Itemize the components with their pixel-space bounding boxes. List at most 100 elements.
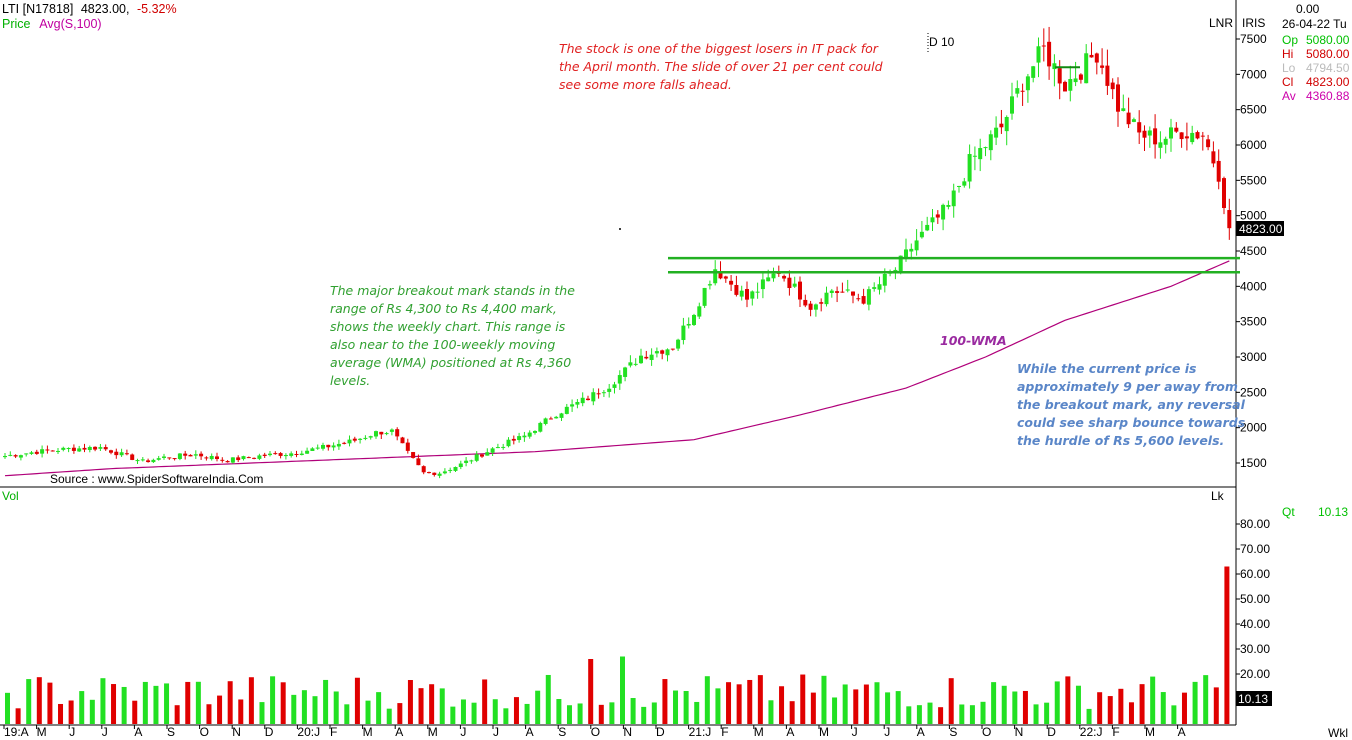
candle-body	[1200, 135, 1205, 137]
candle-body	[861, 296, 866, 304]
price-tick-label: 2000	[1240, 421, 1267, 435]
candle-body	[941, 204, 946, 220]
volume-bar	[227, 681, 233, 724]
x-axis-label: O	[200, 725, 209, 739]
candle-body	[215, 456, 219, 460]
candle-body	[1036, 46, 1041, 63]
candle-body	[723, 276, 728, 279]
volume-bar	[757, 675, 763, 724]
candle-body	[1004, 116, 1009, 132]
volume-bar	[938, 707, 944, 724]
candle-body	[246, 457, 251, 459]
candle-body	[713, 269, 718, 284]
candle-body	[1195, 132, 1200, 139]
volume-bar	[5, 692, 10, 724]
candle-body	[1047, 41, 1052, 67]
volume-bar	[1001, 685, 1007, 724]
candle-body	[1206, 139, 1211, 148]
last-price-tag: 4823.00	[1239, 222, 1283, 236]
candle-body	[294, 454, 299, 456]
candle-body	[485, 452, 490, 456]
x-axis-label: J	[102, 725, 108, 739]
x-axis-label: J	[69, 725, 75, 739]
volume-bar	[195, 681, 201, 724]
candle-body	[909, 248, 914, 252]
candle-body	[840, 291, 845, 293]
x-axis-label: A	[786, 725, 794, 739]
candle-body	[257, 455, 262, 459]
note-green-line: levels.	[330, 373, 371, 388]
x-axis-label: O	[591, 725, 600, 739]
candle-body	[1020, 90, 1025, 92]
candle-body	[1121, 108, 1126, 111]
candle-body	[739, 290, 744, 297]
last-price-tag-box	[1236, 221, 1284, 236]
candle-body	[61, 447, 66, 450]
candle-body	[437, 473, 442, 476]
volume-bar	[842, 684, 848, 724]
candle-body	[87, 446, 92, 450]
price-tick-label: 3000	[1240, 350, 1267, 364]
candle-body	[204, 457, 209, 459]
x-axis-label: 19:A	[4, 725, 29, 739]
candle-body	[352, 438, 357, 441]
period-label: Wkl	[1328, 726, 1348, 740]
candle-body	[729, 280, 734, 285]
candle-body	[1084, 53, 1089, 84]
volume-bar	[460, 699, 466, 724]
volume-bar	[1192, 681, 1198, 724]
candle-body	[1142, 130, 1147, 138]
volume-bar	[471, 702, 477, 724]
candle-body	[639, 355, 643, 364]
volume-bar	[906, 706, 912, 724]
symbol-label: LTI [N17818]	[2, 2, 73, 16]
volume-bar	[715, 688, 721, 724]
volume-bar	[365, 700, 371, 724]
qty-label: Qt	[1282, 505, 1295, 519]
volume-bar	[545, 674, 551, 724]
volume-bar	[206, 704, 212, 724]
candle-body	[543, 418, 548, 424]
x-axis-label: 21:J	[689, 725, 712, 739]
volume-bar	[969, 705, 975, 724]
candle-body	[633, 363, 638, 365]
candle-body	[882, 273, 887, 286]
volume-bar	[556, 699, 562, 724]
candle-body	[501, 446, 506, 448]
volume-bar	[959, 704, 965, 724]
candle-body	[1126, 112, 1131, 125]
candle-body	[1094, 53, 1099, 63]
candle-body	[8, 454, 13, 456]
candle-body	[24, 453, 29, 455]
candle-body	[580, 397, 585, 404]
candle-body	[1158, 142, 1163, 148]
candle-body	[140, 459, 145, 461]
candle-body	[379, 431, 384, 435]
candle-body	[1227, 210, 1232, 229]
candle-body	[50, 450, 55, 452]
candle-body	[988, 134, 993, 151]
volume-bar	[673, 690, 679, 724]
volume-tick-label: 70.00	[1240, 542, 1270, 556]
candle-body	[124, 453, 129, 455]
candle-body	[209, 455, 214, 460]
volume-bar	[620, 656, 625, 724]
price-tick-label: 1500	[1240, 456, 1267, 470]
candle-body	[1052, 63, 1057, 70]
volume-bar	[376, 692, 382, 724]
last-volume-tag-box	[1236, 691, 1272, 706]
candle-body	[951, 190, 956, 207]
candle-body	[18, 455, 23, 458]
volume-bar	[429, 684, 435, 724]
volume-bar	[948, 678, 954, 724]
ohlc-av-label: Av	[1282, 89, 1296, 103]
last-volume-tag: 10.13	[1238, 692, 1268, 706]
volume-bar	[333, 691, 339, 724]
volume-bar	[789, 701, 795, 724]
candle-body	[877, 284, 882, 290]
candle-body	[707, 284, 712, 286]
x-axis-label: D	[1047, 725, 1056, 739]
volume-tick-label: 60.00	[1240, 567, 1270, 581]
candle-body	[787, 277, 792, 289]
volume-bar	[513, 697, 519, 724]
